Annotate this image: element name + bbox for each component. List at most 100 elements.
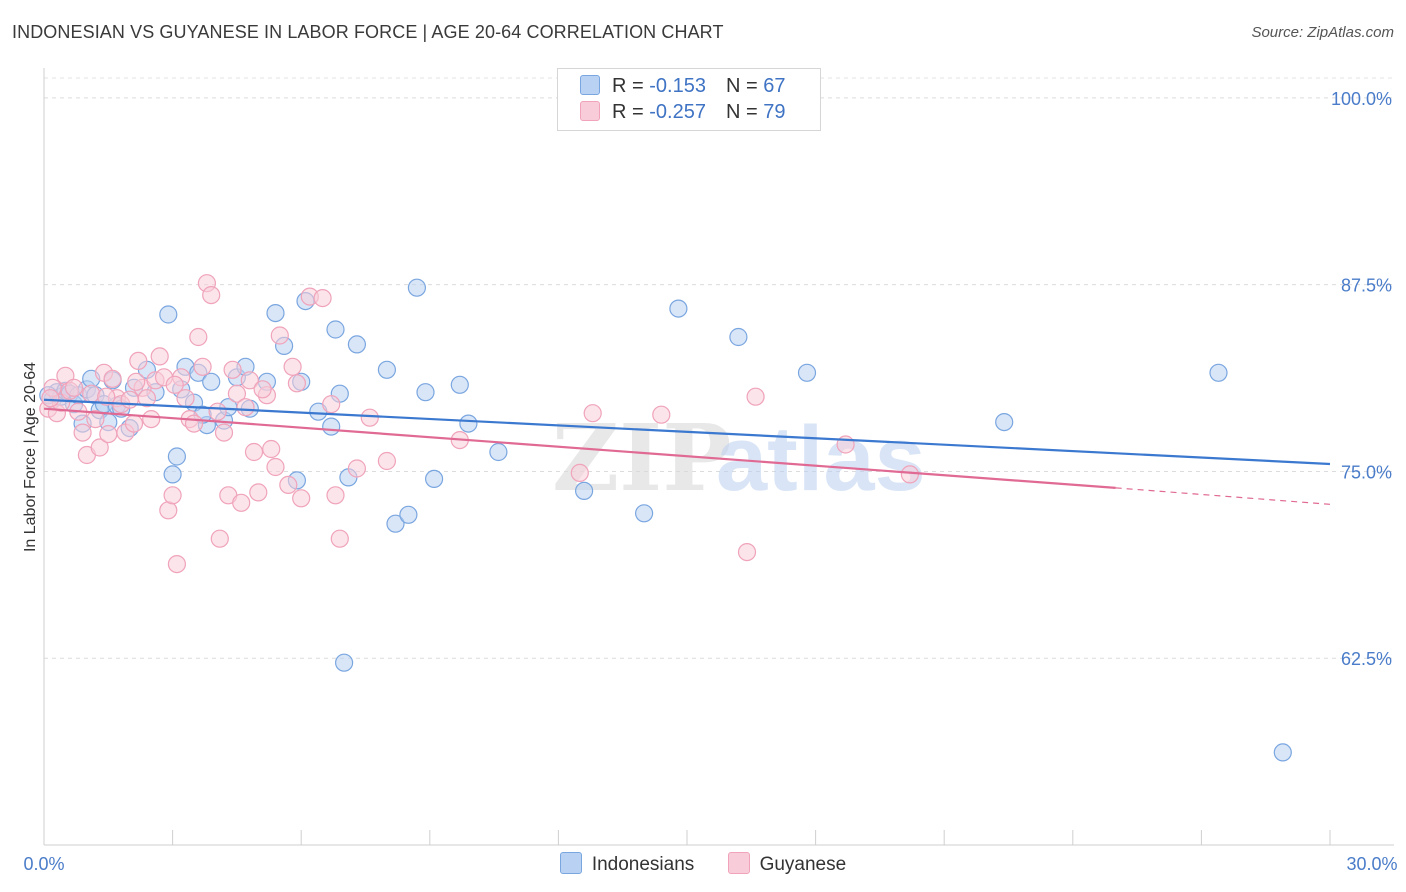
y-tick-label-2: 75.0% xyxy=(1341,462,1392,482)
point-guyanese-62 xyxy=(347,459,366,478)
watermark: ZIP atlas xyxy=(552,404,926,512)
point-indonesians-59 xyxy=(729,327,748,347)
point-indonesians-44 xyxy=(335,653,354,672)
legend-swatch-guyanese xyxy=(580,101,600,121)
point-guyanese-29 xyxy=(163,486,182,505)
legend-n-value-indonesians: 67 xyxy=(763,75,786,97)
point-indonesians-35 xyxy=(266,304,285,323)
point-guyanese-51 xyxy=(266,457,285,477)
point-guyanese-75 xyxy=(127,372,146,391)
point-indonesians-46 xyxy=(347,335,366,354)
trend-line-extension-guyanese xyxy=(1115,487,1331,505)
point-guyanese-58 xyxy=(313,289,332,308)
legend-label-guyanese: Guyanese xyxy=(759,854,847,875)
point-guyanese-60 xyxy=(326,486,345,505)
x-tick-label-min: 0.0% xyxy=(23,854,64,874)
point-guyanese-72 xyxy=(900,465,920,484)
point-guyanese-77 xyxy=(208,402,227,421)
point-guyanese-50 xyxy=(262,439,281,459)
y-tick-labels: 100.0% 87.5% 75.0% 62.5% xyxy=(1331,89,1392,669)
point-guyanese-76 xyxy=(165,375,184,394)
point-indonesians-20 xyxy=(159,305,178,324)
axes xyxy=(43,68,1394,846)
legend-item-indonesians: Indonesians xyxy=(559,852,694,876)
point-guyanese-46 xyxy=(240,371,259,390)
point-guyanese-53 xyxy=(279,475,298,494)
legend-row-guyanese: R = -0.257 N = 79 xyxy=(580,101,785,127)
chart-title: INDONESIAN VS GUYANESE IN LABOR FORCE | … xyxy=(12,22,724,42)
point-guyanese-14 xyxy=(99,425,118,444)
x-tick-label-max: 30.0% xyxy=(1346,854,1397,874)
point-guyanese-55 xyxy=(287,374,306,393)
point-guyanese-28 xyxy=(159,501,178,520)
y-tick-label-3: 62.5% xyxy=(1341,649,1392,669)
legend-n-label: N = xyxy=(725,75,764,97)
trend-lines xyxy=(43,398,1331,505)
point-guyanese-43 xyxy=(227,384,246,403)
point-indonesians-42 xyxy=(326,320,345,339)
point-guyanese-52 xyxy=(270,326,289,345)
y-axis-label: In Labor Force | Age 20-64 xyxy=(22,362,39,552)
legend-swatch-indonesians xyxy=(559,852,582,874)
point-indonesians-54 xyxy=(459,414,478,433)
point-guyanese-63 xyxy=(360,408,379,427)
point-indonesians-52 xyxy=(425,469,444,488)
legend-r-label: R = xyxy=(612,101,650,123)
point-indonesians-53 xyxy=(450,375,469,394)
legend-swatch-indonesians xyxy=(580,75,600,95)
legend-r-value-indonesians: -0.153 xyxy=(649,75,706,97)
point-indonesians-48 xyxy=(386,514,405,533)
point-guyanese-19 xyxy=(120,390,139,409)
point-guyanese-36 xyxy=(193,357,212,376)
point-indonesians-21 xyxy=(163,465,182,484)
data-points xyxy=(39,274,1292,762)
point-guyanese-30 xyxy=(167,554,186,574)
point-guyanese-42 xyxy=(223,360,242,379)
point-guyanese-10 xyxy=(82,384,101,403)
legend-item-guyanese: Guyanese xyxy=(727,852,847,876)
point-indonesians-22 xyxy=(167,447,186,466)
x-tick-marks xyxy=(43,830,1331,845)
point-guyanese-47 xyxy=(244,442,264,462)
point-guyanese-69 xyxy=(737,542,757,562)
point-indonesians-49 xyxy=(399,505,418,524)
point-guyanese-54 xyxy=(283,357,302,376)
stats-legend: R = -0.153 N = 67 R = -0.257 N = 79 xyxy=(557,68,821,131)
legend-row-indonesians: R = -0.153 N = 67 xyxy=(580,75,785,101)
point-guyanese-12 xyxy=(90,438,109,457)
legend-r-value-guyanese: -0.257 xyxy=(649,101,706,123)
point-guyanese-26 xyxy=(150,347,169,366)
point-guyanese-21 xyxy=(129,351,148,370)
point-guyanese-56 xyxy=(292,489,311,508)
point-guyanese-39 xyxy=(210,529,229,548)
point-indonesians-55 xyxy=(489,442,508,462)
point-indonesians-56 xyxy=(574,481,594,500)
point-guyanese-34 xyxy=(184,414,204,433)
point-indonesians-51 xyxy=(416,383,435,402)
point-guyanese-40 xyxy=(214,423,234,442)
point-indonesians-41 xyxy=(322,417,341,436)
legend-n-label: N = xyxy=(725,101,764,123)
point-indonesians-61 xyxy=(995,413,1014,432)
point-guyanese-38 xyxy=(202,286,221,305)
point-guyanese-44 xyxy=(232,493,251,512)
point-guyanese-64 xyxy=(377,451,396,471)
point-indonesians-60 xyxy=(797,363,817,382)
point-guyanese-66 xyxy=(570,463,589,482)
chart-source: Source: ZipAtlas.com xyxy=(1251,24,1394,41)
point-guyanese-59 xyxy=(322,395,341,414)
point-guyanese-8 xyxy=(73,423,92,442)
point-guyanese-6 xyxy=(64,378,84,397)
trend-line-guyanese xyxy=(43,407,1116,489)
point-guyanese-35 xyxy=(189,327,208,347)
trend-line-indonesians xyxy=(43,398,1331,466)
point-indonesians-57 xyxy=(634,504,654,523)
point-indonesians-47 xyxy=(377,360,396,379)
point-indonesians-50 xyxy=(407,278,426,297)
legend-n-value-guyanese: 79 xyxy=(763,101,786,123)
point-guyanese-15 xyxy=(103,369,122,388)
point-indonesians-58 xyxy=(669,299,688,318)
point-guyanese-24 xyxy=(142,410,161,429)
watermark-atlas: atlas xyxy=(716,408,926,510)
